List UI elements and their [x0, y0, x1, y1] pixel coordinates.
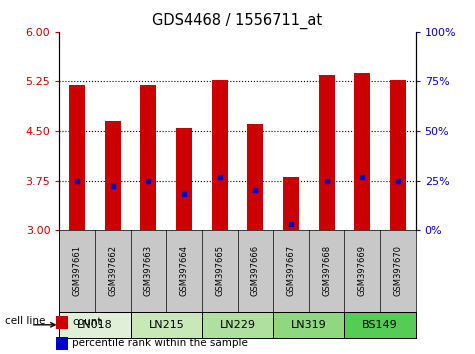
Text: GSM397670: GSM397670	[393, 245, 402, 296]
Bar	[202, 312, 273, 338]
Bar	[247, 124, 263, 230]
Text: GSM397666: GSM397666	[251, 245, 260, 296]
Text: GSM397661: GSM397661	[73, 245, 82, 296]
Bar	[319, 75, 334, 230]
Bar	[212, 80, 228, 230]
Bar	[344, 312, 416, 338]
Text: GSM397664: GSM397664	[180, 245, 189, 296]
Text: LN229: LN229	[219, 320, 256, 330]
Bar	[69, 85, 85, 230]
Bar	[131, 312, 202, 338]
Text: GSM397669: GSM397669	[358, 245, 367, 296]
Text: LN018: LN018	[77, 320, 113, 330]
Text: GSM397662: GSM397662	[108, 245, 117, 296]
Text: LN319: LN319	[291, 320, 327, 330]
Bar	[141, 85, 156, 230]
Bar	[176, 128, 192, 230]
Text: GSM397668: GSM397668	[322, 245, 331, 296]
Text: count: count	[72, 317, 102, 327]
Bar	[105, 121, 121, 230]
Bar	[273, 312, 344, 338]
Text: LN215: LN215	[148, 320, 184, 330]
Bar	[59, 312, 131, 338]
Text: GSM397665: GSM397665	[215, 245, 224, 296]
Text: BS149: BS149	[362, 320, 398, 330]
Bar	[390, 80, 406, 230]
Text: GDS4468 / 1556711_at: GDS4468 / 1556711_at	[152, 12, 323, 29]
Text: GSM397667: GSM397667	[286, 245, 295, 296]
Bar	[283, 177, 299, 230]
Text: cell line: cell line	[5, 316, 45, 326]
Bar	[354, 73, 370, 230]
Bar	[56, 316, 67, 329]
Text: GSM397663: GSM397663	[144, 245, 153, 296]
Text: percentile rank within the sample: percentile rank within the sample	[72, 338, 248, 348]
Bar	[56, 337, 67, 350]
